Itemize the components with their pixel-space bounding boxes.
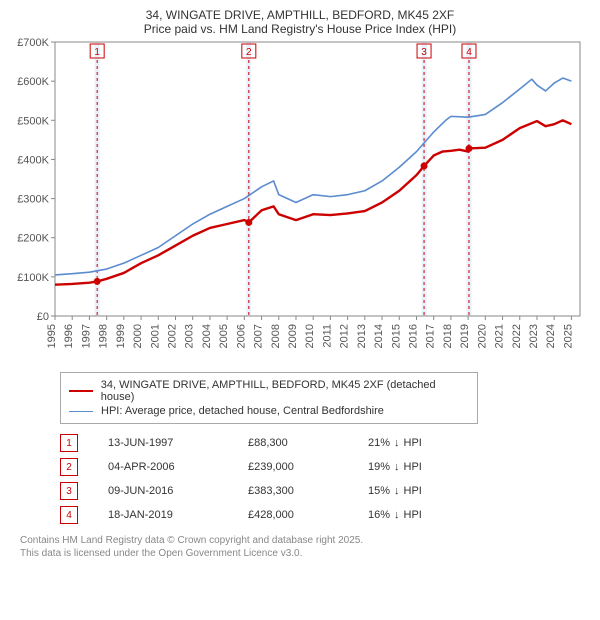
svg-text:1997: 1997	[80, 324, 92, 348]
svg-text:2016: 2016	[407, 324, 419, 348]
svg-text:2019: 2019	[459, 324, 471, 348]
transaction-date: 09-JUN-2016	[108, 485, 248, 497]
svg-text:£400K: £400K	[17, 154, 49, 166]
svg-text:2003: 2003	[184, 324, 196, 348]
chart-container: 34, WINGATE DRIVE, AMPTHILL, BEDFORD, MK…	[0, 0, 600, 566]
svg-text:2024: 2024	[545, 324, 557, 348]
transaction-row: 2 04-APR-2006£239,00019% ↓ HPI	[60, 458, 590, 476]
transaction-price: £383,300	[248, 485, 368, 497]
transaction-delta: 19% ↓ HPI	[368, 461, 422, 473]
svg-text:2008: 2008	[270, 324, 282, 348]
transaction-price: £88,300	[248, 437, 368, 449]
svg-text:2022: 2022	[511, 324, 523, 348]
down-arrow-icon: ↓	[394, 509, 400, 521]
chart-titles: 34, WINGATE DRIVE, AMPTHILL, BEDFORD, MK…	[10, 8, 590, 36]
transaction-marker: 4	[60, 506, 78, 524]
svg-text:1995: 1995	[46, 324, 58, 348]
legend-swatch	[69, 411, 93, 412]
svg-text:2001: 2001	[149, 324, 161, 348]
footer-attribution: Contains HM Land Registry data © Crown c…	[20, 534, 590, 560]
transaction-suffix: HPI	[404, 437, 422, 449]
legend: 34, WINGATE DRIVE, AMPTHILL, BEDFORD, MK…	[60, 372, 478, 424]
legend-swatch	[69, 390, 93, 392]
svg-text:2017: 2017	[425, 324, 437, 348]
transaction-date: 04-APR-2006	[108, 461, 248, 473]
transaction-pct: 19%	[368, 461, 390, 473]
transaction-marker: 3	[60, 482, 78, 500]
transaction-row: 3 09-JUN-2016£383,30015% ↓ HPI	[60, 482, 590, 500]
svg-text:2000: 2000	[132, 324, 144, 348]
svg-text:£0: £0	[37, 311, 49, 323]
svg-text:2014: 2014	[373, 324, 385, 348]
transaction-date: 18-JAN-2019	[108, 509, 248, 521]
transaction-suffix: HPI	[404, 509, 422, 521]
svg-text:1996: 1996	[63, 324, 75, 348]
transaction-suffix: HPI	[404, 485, 422, 497]
svg-text:2005: 2005	[218, 324, 230, 348]
svg-text:1999: 1999	[115, 324, 127, 348]
legend-row: 34, WINGATE DRIVE, AMPTHILL, BEDFORD, MK…	[69, 379, 469, 403]
price-chart: 1 2 3 4 £0 £100K £200K £300K £400K £500K £600K £700…	[10, 36, 590, 366]
svg-text:£100K: £100K	[17, 272, 49, 284]
transaction-delta: 21% ↓ HPI	[368, 437, 422, 449]
transaction-row: 1 13-JUN-1997£88,30021% ↓ HPI	[60, 434, 590, 452]
svg-text:2015: 2015	[390, 324, 402, 348]
legend-label: HPI: Average price, detached house, Cent…	[101, 405, 384, 417]
svg-text:£600K: £600K	[17, 76, 49, 88]
svg-text:2002: 2002	[166, 324, 178, 348]
down-arrow-icon: ↓	[394, 485, 400, 497]
transaction-date: 13-JUN-1997	[108, 437, 248, 449]
svg-text:2012: 2012	[339, 324, 351, 348]
title-line-2: Price paid vs. HM Land Registry's House …	[10, 22, 590, 36]
transaction-marker: 1	[60, 434, 78, 452]
svg-text:2023: 2023	[528, 324, 540, 348]
svg-text:1998: 1998	[98, 324, 110, 348]
svg-text:4: 4	[466, 47, 472, 58]
svg-text:3: 3	[421, 47, 427, 58]
svg-text:2020: 2020	[476, 324, 488, 348]
legend-label: 34, WINGATE DRIVE, AMPTHILL, BEDFORD, MK…	[101, 379, 469, 403]
svg-text:2007: 2007	[253, 324, 265, 348]
svg-text:£500K: £500K	[17, 115, 49, 127]
transaction-marker: 2	[60, 458, 78, 476]
down-arrow-icon: ↓	[394, 437, 400, 449]
down-arrow-icon: ↓	[394, 461, 400, 473]
svg-text:1: 1	[94, 47, 100, 58]
transaction-delta: 16% ↓ HPI	[368, 509, 422, 521]
transaction-pct: 21%	[368, 437, 390, 449]
svg-text:2009: 2009	[287, 324, 299, 348]
svg-text:2018: 2018	[442, 324, 454, 348]
transaction-row: 4 18-JAN-2019£428,00016% ↓ HPI	[60, 506, 590, 524]
svg-text:2021: 2021	[494, 324, 506, 348]
svg-text:2006: 2006	[235, 324, 247, 348]
svg-text:2010: 2010	[304, 324, 316, 348]
transaction-price: £428,000	[248, 509, 368, 521]
transaction-pct: 15%	[368, 485, 390, 497]
svg-text:2004: 2004	[201, 324, 213, 348]
legend-row: HPI: Average price, detached house, Cent…	[69, 405, 469, 417]
transaction-delta: 15% ↓ HPI	[368, 485, 422, 497]
transaction-suffix: HPI	[404, 461, 422, 473]
svg-text:2013: 2013	[356, 324, 368, 348]
svg-text:2011: 2011	[321, 324, 333, 348]
svg-text:£300K: £300K	[17, 194, 49, 206]
svg-text:2025: 2025	[562, 324, 574, 348]
footer-line-2: This data is licensed under the Open Gov…	[20, 547, 590, 560]
transactions-table: 1 13-JUN-1997£88,30021% ↓ HPI 2 04-APR-2006£2…	[60, 434, 590, 524]
title-line-1: 34, WINGATE DRIVE, AMPTHILL, BEDFORD, MK…	[10, 8, 590, 22]
footer-line-1: Contains HM Land Registry data © Crown c…	[20, 534, 590, 547]
transaction-pct: 16%	[368, 509, 390, 521]
svg-text:£700K: £700K	[17, 37, 49, 49]
svg-text:2: 2	[246, 47, 252, 58]
transaction-price: £239,000	[248, 461, 368, 473]
svg-text:£200K: £200K	[17, 233, 49, 245]
